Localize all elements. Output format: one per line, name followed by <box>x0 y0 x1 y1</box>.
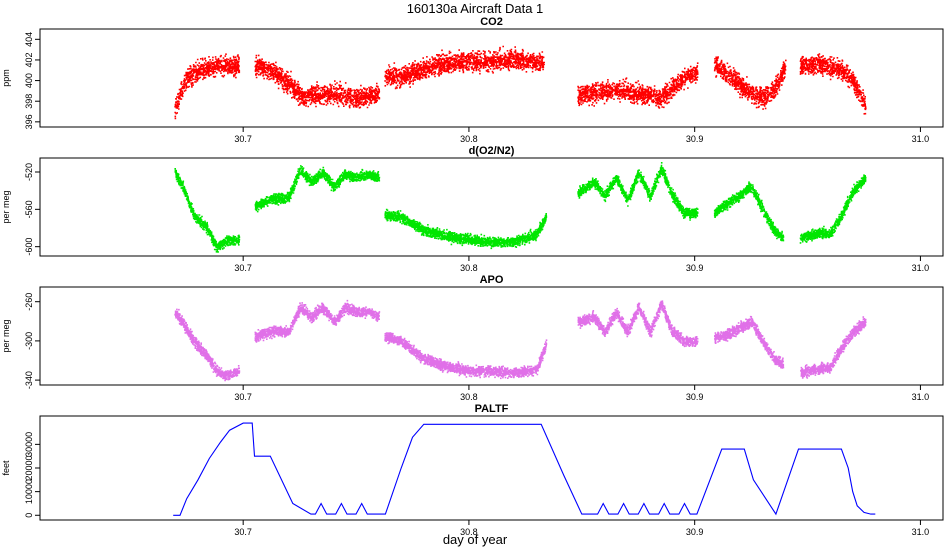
y-axis-label: feet <box>1 460 11 476</box>
data-points <box>577 62 699 109</box>
data-points <box>174 308 241 382</box>
x-tick-label: 31.0 <box>912 527 930 537</box>
panel-apo: APO per meg 30.7 30.8 30.9 31.0 -340 -300 -260 <box>1 274 944 402</box>
panel-title: d(O2/N2) <box>469 145 515 157</box>
data-points <box>384 45 545 90</box>
plot-frame <box>39 286 944 386</box>
panel-title: PALTF <box>475 403 509 415</box>
x-tick-label: 31.0 <box>912 263 930 273</box>
y-tick-label: 0 <box>24 513 34 518</box>
data-points <box>384 208 548 250</box>
plot-frame <box>39 157 944 257</box>
x-tick-label: 30.7 <box>234 527 252 537</box>
data-points <box>174 168 241 253</box>
data-points <box>577 162 699 221</box>
data-points <box>799 53 867 115</box>
plot-frame <box>39 28 944 128</box>
data-points <box>714 315 785 369</box>
y-axis-label: per meg <box>1 319 11 352</box>
panel-title: CO2 <box>480 16 503 28</box>
panel-d-o2-n2-: d(O2/N2) per meg 30.7 30.8 30.9 31.0 -600 -560 -… <box>1 145 944 273</box>
y-tick-label: -300 <box>24 332 34 350</box>
y-tick-label: -340 <box>24 371 34 389</box>
data-points <box>254 54 381 109</box>
data-points <box>800 316 867 379</box>
y-tick-label: 404 <box>24 32 34 47</box>
data-points <box>174 53 241 120</box>
x-tick-label: 30.9 <box>686 527 704 537</box>
y-tick-label: 398 <box>24 94 34 109</box>
y-tick-label: 396 <box>24 114 34 129</box>
data-points <box>799 174 867 244</box>
x-tick-label: 30.9 <box>686 392 704 402</box>
y-axis-label: per meg <box>1 190 11 223</box>
x-tick-label: 30.7 <box>234 263 252 273</box>
x-tick-label: 31.0 <box>912 134 930 144</box>
panel-title: APO <box>480 274 504 286</box>
y-tick-label: -260 <box>24 293 34 311</box>
series-apo <box>174 299 867 382</box>
x-axis-label: day of year <box>443 532 508 547</box>
altitude-line <box>173 422 876 516</box>
y-tick-label: 10000 <box>24 479 34 504</box>
x-tick-label: 31.0 <box>912 392 930 402</box>
series-co2 <box>174 45 867 120</box>
y-tick-label: 400 <box>24 73 34 88</box>
x-tick-label: 30.8 <box>460 392 478 402</box>
series-paltf <box>173 422 876 516</box>
panel-paltf: PALTF feet 30.7 30.8 30.9 31.0 0 10000200003000… <box>1 403 944 537</box>
x-tick-label: 30.8 <box>460 527 478 537</box>
series-d-o2-n2- <box>174 162 867 253</box>
data-points <box>713 56 787 110</box>
panel-co2: CO2 ppm 30.7 30.8 30.9 31.0 396 398 400 402 404 <box>1 16 944 144</box>
figure-title: 160130a Aircraft Data 1 <box>407 1 544 16</box>
plot-frame <box>39 415 944 521</box>
x-tick-label: 30.8 <box>460 134 478 144</box>
y-tick-label: 20000 <box>24 455 34 480</box>
y-axis-label: ppm <box>1 69 11 87</box>
x-tick-label: 30.9 <box>686 263 704 273</box>
y-tick-label: 402 <box>24 52 34 67</box>
y-tick-label: -560 <box>24 200 34 218</box>
data-points <box>254 165 381 213</box>
x-tick-label: 30.9 <box>686 134 704 144</box>
y-tick-label: -520 <box>24 163 34 181</box>
x-tick-label: 30.8 <box>460 263 478 273</box>
y-tick-label: 30000 <box>24 432 34 457</box>
y-tick-label: -600 <box>24 238 34 256</box>
data-points <box>384 332 548 380</box>
data-points <box>713 181 785 242</box>
data-points <box>254 299 381 343</box>
data-points <box>577 300 699 348</box>
x-tick-label: 30.7 <box>234 134 252 144</box>
x-tick-label: 30.7 <box>234 392 252 402</box>
